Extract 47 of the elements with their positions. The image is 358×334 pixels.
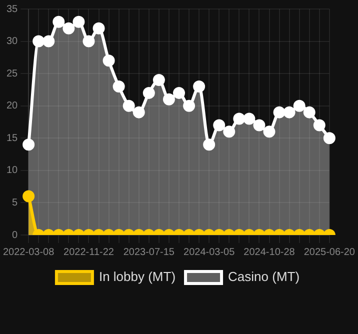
point xyxy=(303,106,316,118)
y-tick-label: 30 xyxy=(6,36,18,48)
point xyxy=(203,138,216,151)
x-tick-label: 2022-03-08 xyxy=(3,246,55,258)
point xyxy=(293,100,306,112)
point xyxy=(253,119,266,132)
point xyxy=(223,126,236,138)
point xyxy=(193,80,206,92)
legend-label: In lobby (MT) xyxy=(98,269,176,284)
point xyxy=(112,80,125,92)
point xyxy=(183,100,196,112)
point xyxy=(263,126,276,138)
point xyxy=(62,22,75,34)
point xyxy=(52,16,65,28)
point xyxy=(233,112,246,125)
y-tick-label: 20 xyxy=(6,100,18,112)
point xyxy=(323,132,336,144)
y-tick-label: 15 xyxy=(6,132,18,144)
point xyxy=(173,86,185,99)
point xyxy=(213,119,226,132)
point xyxy=(122,100,135,112)
legend-label: Casino (MT) xyxy=(228,269,300,284)
x-tick-label: 2024-03-05 xyxy=(184,246,236,258)
point xyxy=(22,138,35,151)
point xyxy=(72,16,85,28)
y-tick-label: 25 xyxy=(6,68,18,80)
point xyxy=(313,119,326,132)
y-tick-label: 0 xyxy=(12,230,18,241)
y-tick-label: 10 xyxy=(6,165,18,176)
point xyxy=(273,106,286,118)
x-tick-label: 2023-07-15 xyxy=(123,246,175,258)
y-tick-label: 5 xyxy=(12,197,18,208)
point xyxy=(132,106,145,118)
point xyxy=(102,54,115,67)
point xyxy=(162,93,175,106)
point xyxy=(243,112,256,125)
y-tick-label: 35 xyxy=(6,4,18,15)
point xyxy=(32,35,45,48)
x-tick-label: 2022-11-22 xyxy=(64,246,114,258)
x-tick-label: 2025-06-20 xyxy=(304,246,356,258)
point xyxy=(152,74,165,86)
point xyxy=(82,35,95,48)
point xyxy=(283,106,296,118)
x-tick-label: 2024-10-28 xyxy=(244,246,296,258)
point xyxy=(92,22,105,34)
point xyxy=(142,86,155,99)
point xyxy=(42,35,55,48)
